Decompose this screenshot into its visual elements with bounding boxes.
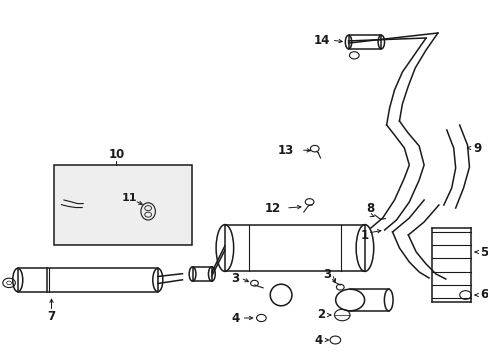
Text: 11: 11 bbox=[122, 193, 137, 203]
Text: 5: 5 bbox=[479, 246, 488, 258]
Text: 2: 2 bbox=[317, 309, 325, 321]
Text: 4: 4 bbox=[231, 311, 239, 324]
Text: 7: 7 bbox=[47, 310, 56, 323]
Text: 3: 3 bbox=[323, 267, 331, 280]
Text: 9: 9 bbox=[472, 141, 481, 154]
Text: 6: 6 bbox=[479, 288, 488, 302]
Text: 4: 4 bbox=[314, 333, 322, 346]
Text: 3: 3 bbox=[231, 271, 239, 284]
Text: 14: 14 bbox=[313, 34, 329, 47]
Text: 12: 12 bbox=[264, 202, 281, 215]
Text: 10: 10 bbox=[108, 148, 124, 161]
Bar bbox=[54, 165, 192, 245]
Text: 13: 13 bbox=[277, 144, 293, 157]
Text: 1: 1 bbox=[360, 229, 368, 242]
Text: 8: 8 bbox=[366, 202, 374, 215]
